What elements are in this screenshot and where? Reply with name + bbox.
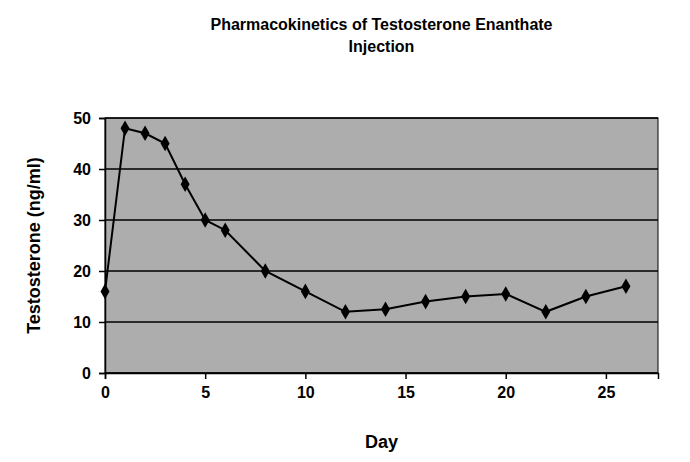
tick-label: 0 [82,365,91,382]
plot-background [105,118,658,373]
marker [381,301,390,317]
plot-frame [105,118,658,373]
tick-label: 15 [397,384,415,401]
plot: 0 5 10 15 20 25 0 10 20 30 40 50 [73,110,658,402]
tick-mark [99,373,105,375]
tick-label: 20 [73,263,91,280]
grid-line [105,270,658,272]
marker [501,286,510,302]
tick-mark [99,118,105,120]
marker [341,304,350,320]
tick: 0 [101,373,110,401]
chart: Pharmacokinetics of Testosterone Enantha… [0,0,690,462]
tick: 0 [82,365,105,382]
tick: 25 [598,373,616,401]
marker [541,304,550,320]
tick-label: 20 [497,384,515,401]
tick-mark [99,169,105,171]
tick: 20 [73,263,105,280]
tick-label: 25 [598,384,616,401]
marker [621,279,630,295]
tick-label: 40 [73,161,91,178]
axis-line [106,374,659,380]
tick-label: 5 [201,384,210,401]
tick: 10 [297,373,315,401]
grid [105,118,658,373]
tick-mark [505,373,507,379]
marker [221,222,230,238]
marker [421,294,430,310]
marker [141,126,150,142]
tick-mark [99,271,105,273]
marker [461,289,470,305]
tick-label: 10 [73,314,91,331]
tick-mark [305,373,307,379]
tick: 15 [397,373,415,401]
tick-label: 0 [101,384,110,401]
y-axis: 0 10 20 30 40 50 [73,110,105,382]
grid-line [105,321,658,323]
x-axis: 0 5 10 15 20 25 [101,373,658,401]
grid-line [105,168,658,170]
series [101,120,631,319]
tick-mark [99,322,105,324]
marker [161,136,170,152]
tick-label: 30 [73,212,91,229]
tick: 40 [73,161,105,178]
grid-line [105,219,658,221]
tick-label: 10 [297,384,315,401]
tick-mark [99,220,105,222]
y-axis-title: Testosterone (ng/ml) [24,157,44,334]
marker [121,120,130,136]
tick: 10 [73,314,105,331]
tick: 20 [497,373,515,401]
tick-label: 50 [73,110,91,127]
marker [261,263,270,279]
tick-mark [205,373,207,379]
marker [181,177,190,193]
title: Pharmacokinetics of Testosterone Enantha… [210,16,552,55]
marker [101,284,110,300]
tick-mark [405,373,407,379]
tick-mark [606,373,608,379]
x-axis-title: Day [365,432,398,452]
tick: 50 [73,110,105,127]
tick: 5 [201,373,210,401]
marker [581,289,590,305]
marker [301,284,310,300]
axis-line [99,119,106,374]
tick: 30 [73,212,105,229]
marker [201,212,210,228]
line [105,128,626,312]
